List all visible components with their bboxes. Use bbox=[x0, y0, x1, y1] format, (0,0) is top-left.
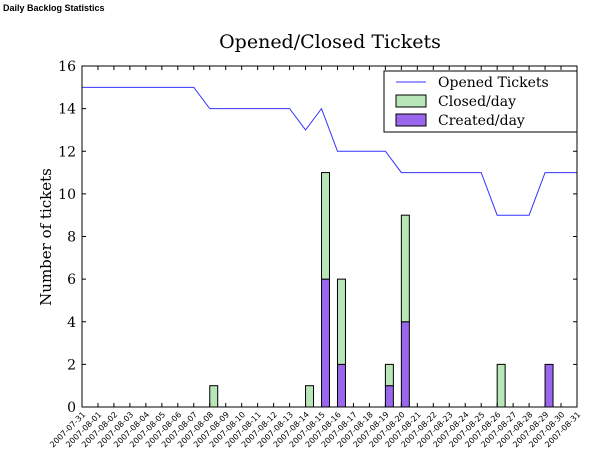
legend-label: Closed/day bbox=[438, 94, 516, 110]
bar bbox=[209, 385, 219, 408]
bar bbox=[400, 321, 410, 408]
line-series bbox=[82, 86, 577, 216]
bar bbox=[384, 385, 394, 408]
bar bbox=[544, 363, 554, 408]
legend-swatch bbox=[395, 94, 427, 108]
bar bbox=[321, 172, 331, 280]
y-tick-label: 4 bbox=[67, 315, 76, 331]
bar bbox=[400, 214, 410, 323]
y-tick-label: 12 bbox=[58, 144, 76, 160]
y-tick-label: 0 bbox=[67, 400, 76, 416]
y-tick-label: 2 bbox=[67, 357, 76, 373]
legend-label: Opened Tickets bbox=[438, 75, 549, 91]
y-tick-label: 14 bbox=[58, 102, 76, 118]
bar bbox=[305, 385, 315, 408]
page-header: Daily Backlog Statistics bbox=[3, 3, 105, 13]
y-tick-label: 6 bbox=[67, 272, 76, 288]
y-axis-label: Number of tickets bbox=[37, 168, 55, 306]
y-tick-label: 8 bbox=[67, 230, 76, 246]
bar bbox=[321, 278, 331, 408]
legend: Opened Tickets Closed/day Created/day bbox=[383, 70, 578, 133]
bar bbox=[336, 278, 346, 365]
chart-title: Opened/Closed Tickets bbox=[219, 31, 441, 53]
y-tick-label: 10 bbox=[58, 187, 76, 203]
legend-label: Created/day bbox=[438, 113, 525, 129]
bar bbox=[496, 363, 506, 408]
y-tick-label: 16 bbox=[58, 59, 76, 75]
legend-swatch bbox=[395, 113, 427, 127]
bar bbox=[336, 363, 346, 408]
bar bbox=[384, 363, 394, 387]
